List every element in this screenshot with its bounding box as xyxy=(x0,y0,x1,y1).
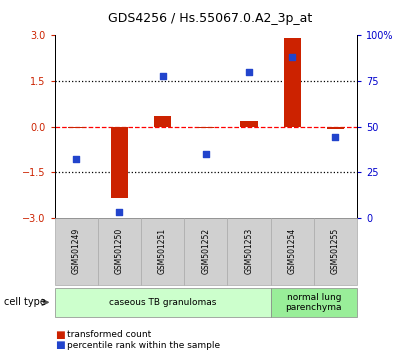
Point xyxy=(202,151,209,157)
Point xyxy=(332,135,339,140)
Point xyxy=(73,156,79,162)
Text: GSM501253: GSM501253 xyxy=(244,228,254,274)
Text: transformed count: transformed count xyxy=(67,330,152,339)
Bar xyxy=(111,127,128,198)
Bar xyxy=(154,116,171,127)
Text: caseous TB granulomas: caseous TB granulomas xyxy=(109,298,216,307)
Text: GSM501250: GSM501250 xyxy=(115,228,124,274)
Point xyxy=(116,210,123,215)
Point xyxy=(289,55,296,60)
Text: ■: ■ xyxy=(55,330,64,340)
Bar xyxy=(327,127,344,129)
Text: normal lung
parenchyma: normal lung parenchyma xyxy=(286,293,342,312)
Text: percentile rank within the sample: percentile rank within the sample xyxy=(67,341,220,350)
Text: GSM501252: GSM501252 xyxy=(201,228,210,274)
Text: GSM501249: GSM501249 xyxy=(72,228,81,274)
Point xyxy=(159,73,166,78)
Point xyxy=(246,69,252,75)
Bar xyxy=(197,127,215,128)
Text: GSM501255: GSM501255 xyxy=(331,228,340,274)
Bar xyxy=(284,39,301,127)
Text: GDS4256 / Hs.55067.0.A2_3p_at: GDS4256 / Hs.55067.0.A2_3p_at xyxy=(108,12,312,25)
Text: ■: ■ xyxy=(55,340,64,350)
Text: cell type: cell type xyxy=(4,297,46,307)
Bar xyxy=(68,127,85,128)
Text: GSM501251: GSM501251 xyxy=(158,228,167,274)
Bar xyxy=(240,121,257,127)
Text: GSM501254: GSM501254 xyxy=(288,228,297,274)
